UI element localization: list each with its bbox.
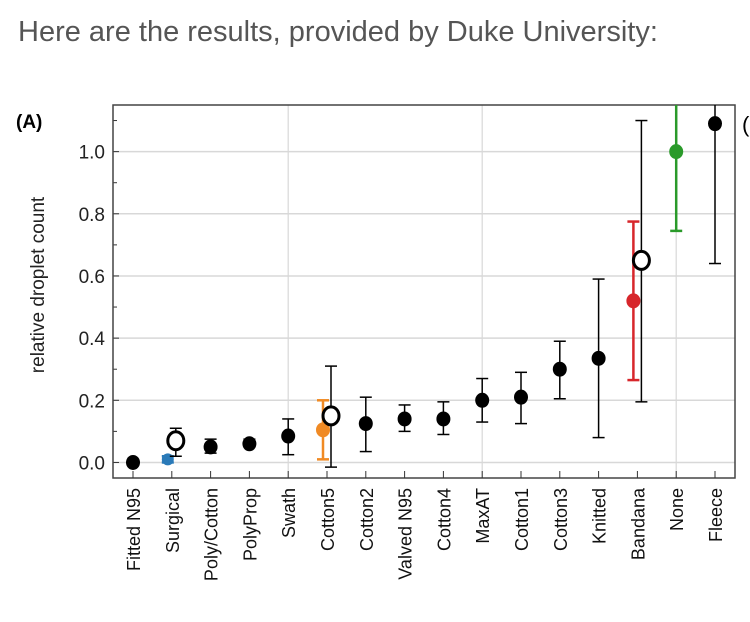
x-tick-label: Cotton5: [318, 488, 338, 551]
filled-marker: [161, 453, 174, 466]
filled-marker: [626, 293, 641, 309]
filled-marker: [669, 144, 684, 160]
filled-marker: [126, 454, 140, 470]
data-point-swath: [281, 418, 296, 456]
x-tick-label: Cotton4: [434, 488, 454, 551]
open-marker: [631, 249, 651, 271]
x-tick-label: Swath: [279, 488, 299, 538]
data-point-cotton2: [358, 396, 373, 453]
data-point-fitted-n95: [126, 454, 140, 470]
plot-frame: [112, 104, 736, 479]
data-point-polyprop: [242, 436, 257, 452]
heading: Here are the results, provided by Duke U…: [18, 16, 658, 48]
data-point-none: [669, 105, 684, 233]
open-marker: [166, 430, 186, 452]
x-tick-label: PolyProp: [240, 488, 260, 561]
filled-marker: [708, 116, 722, 132]
x-tick-label: Cotton2: [357, 488, 377, 551]
filled-marker: [591, 350, 606, 366]
panel-label: (A): [16, 112, 42, 133]
y-tick-label: 1.0: [79, 143, 105, 164]
data-point-maxat: [475, 377, 490, 423]
data-point-cotton1: [514, 371, 528, 425]
x-tick-label: Poly/Cotton: [202, 488, 222, 581]
filled-marker: [552, 361, 567, 377]
x-tick-label: Valved N95: [396, 488, 416, 580]
filled-marker: [203, 439, 218, 455]
data-point-valved-n95: [397, 404, 412, 433]
y-tick-label: 0.2: [79, 391, 105, 412]
data-point-cotton5: [321, 365, 341, 468]
next-panel-label: (: [742, 112, 750, 137]
filled-marker: [436, 411, 451, 427]
x-tick-label: None: [667, 488, 687, 531]
data-point-knitted: [591, 278, 606, 439]
y-tick-label: 0.8: [79, 205, 105, 226]
filled-marker: [242, 436, 257, 452]
data-point-surgical: [166, 427, 186, 457]
x-tick-label: Bandana: [628, 487, 648, 560]
data-point-poly-cotton: [203, 438, 218, 455]
data-point-bandana: [626, 220, 641, 382]
x-tick-label: MaxAT: [473, 488, 493, 544]
data-point-cotton4: [436, 401, 451, 436]
filled-marker: [475, 392, 490, 408]
y-tick-label: 0.0: [79, 453, 105, 474]
open-marker: [321, 405, 341, 427]
x-tick-label: Knitted: [590, 488, 610, 544]
plot-area: [113, 105, 735, 478]
data-point-surgical: [161, 453, 174, 466]
y-tick-label: 0.6: [79, 267, 105, 288]
x-tick-label: Fitted N95: [124, 488, 144, 571]
filled-marker: [316, 422, 330, 438]
data-point-bandana: [631, 119, 651, 403]
filled-marker: [358, 416, 373, 432]
filled-marker: [281, 428, 296, 444]
filled-marker: [397, 411, 412, 427]
data-point-fleece: [708, 105, 722, 265]
data-point-cotton3: [552, 340, 567, 400]
y-axis-label: relative droplet count: [28, 196, 49, 373]
x-tick-label: Cotton3: [551, 488, 571, 551]
filled-marker: [514, 389, 528, 405]
x-tick-label: Surgical: [163, 488, 183, 553]
x-tick-label: Fleece: [706, 488, 726, 542]
x-tick-label: Cotton1: [512, 488, 532, 551]
y-tick-label: 0.4: [79, 329, 106, 350]
